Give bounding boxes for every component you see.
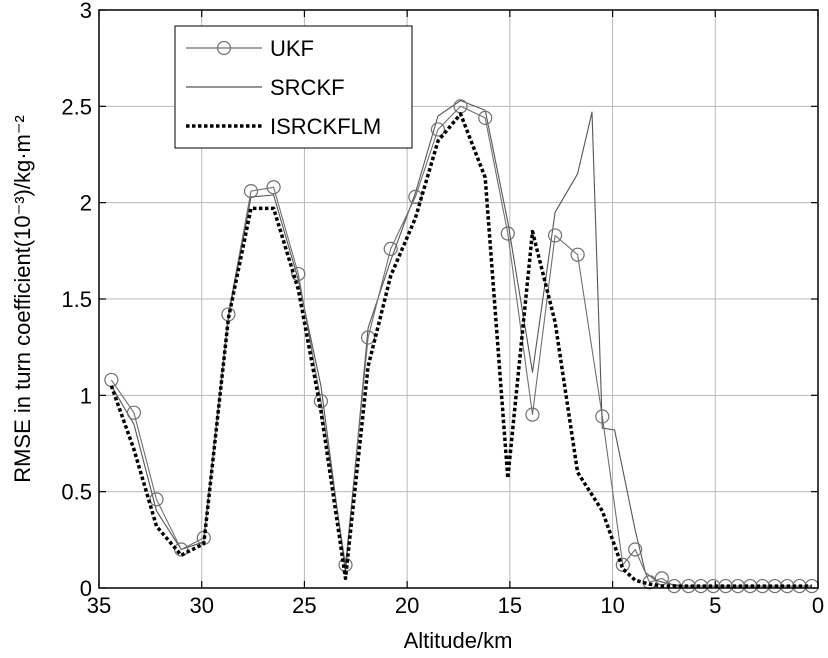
legend-entry-isrckflm: ISRCKFLM [186, 114, 381, 139]
data-point-ukf [570, 247, 585, 262]
data-point-ukf [595, 409, 610, 424]
y-tick-label: 2.5 [61, 94, 92, 119]
y-tick-label: 1.5 [61, 287, 92, 312]
data-point-ukf [266, 180, 281, 195]
data-point-ukf [547, 228, 563, 243]
data-point-ukf [706, 578, 721, 594]
data-point-ukf [718, 578, 733, 594]
x-tick-label: 0 [812, 593, 824, 618]
x-tick-label: 30 [189, 593, 213, 618]
data-point-ukf [615, 557, 630, 572]
tick-labels: 35 30 25 20 15 10 5 0 0 0.5 1 1.5 2 2.5 3 [61, 0, 824, 618]
legend-entry-ukf: UKF [186, 36, 314, 61]
series-layer [104, 99, 819, 594]
x-tick-label: 15 [498, 593, 522, 618]
data-point-ukf [313, 394, 328, 409]
data-point-ukf [291, 266, 306, 282]
data-point-ukf [383, 241, 398, 257]
data-point-ukf [525, 407, 540, 422]
legend-label-isrckflm: ISRCKFLM [270, 114, 381, 139]
ticks [98, 9, 819, 589]
x-tick-label: 35 [87, 593, 111, 618]
data-point-ukf [693, 578, 709, 594]
data-point-ukf [730, 578, 745, 594]
legend-label-ukf: UKF [270, 36, 314, 61]
x-tick-label: 20 [395, 593, 419, 618]
y-tick-label: 1 [80, 383, 92, 408]
data-point-ukf [126, 405, 142, 420]
data-point-ukf [500, 226, 515, 241]
x-axis-label: Altitude/km [404, 628, 513, 653]
data-point-ukf [478, 110, 493, 125]
series-line-isrckflm [109, 112, 812, 588]
legend-entry-srckf: SRCKF [186, 75, 345, 100]
legend: UKF SRCKF ISRCKFLM [174, 25, 413, 149]
legend-label-srckf: SRCKF [270, 75, 345, 100]
data-point-ukf [628, 542, 643, 557]
y-tick-label: 3 [80, 0, 92, 23]
data-point-ukf [243, 184, 259, 199]
y-tick-label: 0 [80, 576, 92, 601]
y-tick-label: 0.5 [61, 480, 92, 505]
legend-marker-ukf [216, 40, 232, 56]
y-tick-label: 2 [80, 191, 92, 216]
x-tick-label: 5 [709, 593, 721, 618]
y-axis-label: RMSE in turn coefficient(10⁻³)/kg·m⁻² [10, 115, 35, 483]
data-point-ukf [430, 122, 446, 137]
data-point-ukf [361, 330, 376, 345]
x-tick-label: 10 [600, 593, 624, 618]
data-point-ukf [408, 189, 423, 204]
x-tick-label: 25 [292, 593, 316, 618]
